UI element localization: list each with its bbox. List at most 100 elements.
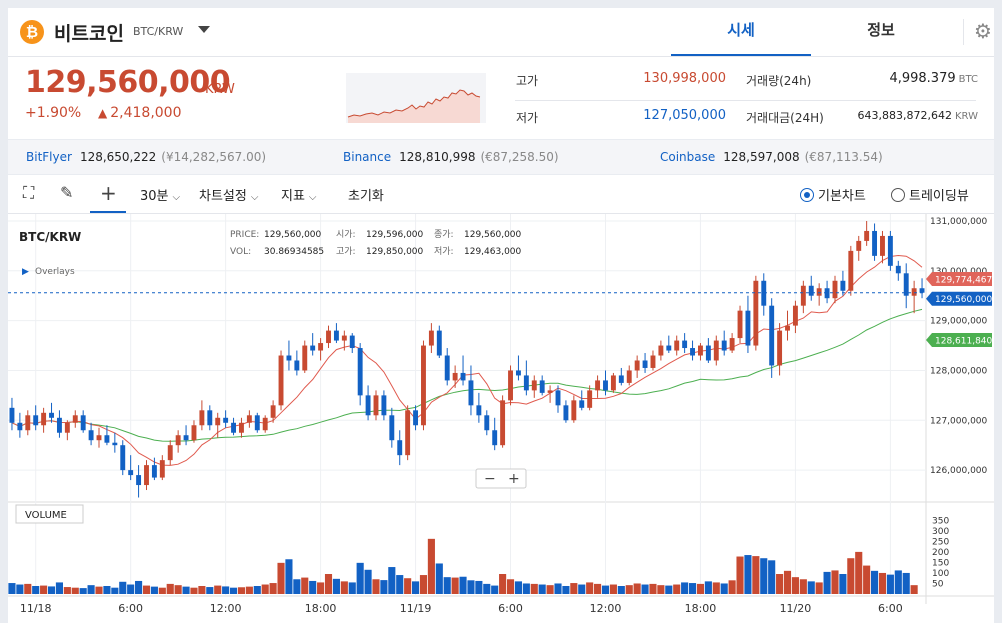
candle[interactable] xyxy=(698,345,703,356)
candle[interactable] xyxy=(579,400,585,408)
candle[interactable] xyxy=(56,417,62,433)
candle[interactable] xyxy=(911,288,917,296)
candle[interactable] xyxy=(349,335,355,349)
exchange-coinbase[interactable]: Coinbase 128,597,008 (€87,113.54) xyxy=(660,150,883,164)
candle[interactable] xyxy=(721,340,727,351)
candle[interactable] xyxy=(294,360,300,371)
candle[interactable] xyxy=(753,280,759,346)
candle[interactable] xyxy=(682,340,688,349)
candle[interactable] xyxy=(80,415,86,431)
candle[interactable] xyxy=(840,280,846,291)
candle[interactable] xyxy=(824,288,830,299)
candle[interactable] xyxy=(460,372,466,381)
candle[interactable] xyxy=(215,417,221,426)
candle[interactable] xyxy=(800,285,806,306)
chart-settings-menu[interactable]: 차트설정 xyxy=(199,185,258,204)
overlays-toggle-icon[interactable]: ▶ xyxy=(22,267,29,277)
gear-icon[interactable]: ⚙ xyxy=(963,19,992,45)
candle[interactable] xyxy=(737,310,743,339)
candle[interactable] xyxy=(887,235,893,266)
candle[interactable] xyxy=(919,288,925,293)
candle[interactable] xyxy=(389,415,395,441)
candle[interactable] xyxy=(373,395,379,416)
candle[interactable] xyxy=(41,412,47,426)
candle[interactable] xyxy=(587,390,593,408)
candle[interactable] xyxy=(729,338,735,351)
candle[interactable] xyxy=(713,340,719,361)
zoom-in-button[interactable]: + xyxy=(508,471,520,487)
candle[interactable] xyxy=(626,370,632,383)
coin-name[interactable]: 비트코인 xyxy=(54,23,124,45)
candle[interactable] xyxy=(151,465,157,478)
candle[interactable] xyxy=(650,355,656,368)
tab-price[interactable]: 시세 xyxy=(671,8,811,56)
candle[interactable] xyxy=(428,330,434,346)
candle[interactable] xyxy=(500,400,506,446)
candle[interactable] xyxy=(357,348,363,396)
candle[interactable] xyxy=(183,435,189,441)
candle[interactable] xyxy=(895,265,901,274)
candle[interactable] xyxy=(159,460,165,478)
candle[interactable] xyxy=(341,335,347,341)
candle[interactable] xyxy=(864,230,870,241)
candle[interactable] xyxy=(270,405,276,418)
candle[interactable] xyxy=(405,410,411,456)
candle[interactable] xyxy=(848,250,854,291)
pen-icon[interactable]: ✎ xyxy=(60,183,74,202)
candle[interactable] xyxy=(199,410,205,426)
candle[interactable] xyxy=(167,445,173,461)
candle[interactable] xyxy=(531,380,537,391)
candle[interactable] xyxy=(856,240,862,251)
candle[interactable] xyxy=(785,325,790,331)
candle[interactable] xyxy=(610,375,616,391)
crosshair-tool[interactable]: + xyxy=(90,175,126,213)
candle[interactable] xyxy=(903,273,909,296)
candle[interactable] xyxy=(690,348,695,356)
candle[interactable] xyxy=(254,415,260,431)
candle[interactable] xyxy=(144,465,149,486)
candle[interactable] xyxy=(492,430,498,446)
candle[interactable] xyxy=(64,422,70,433)
candle[interactable] xyxy=(539,380,545,393)
candle[interactable] xyxy=(207,410,213,426)
candle[interactable] xyxy=(223,417,229,423)
tradingview-radio[interactable]: 트레이딩뷰 xyxy=(891,185,969,204)
candle[interactable] xyxy=(547,390,553,393)
candle[interactable] xyxy=(777,330,783,366)
candle[interactable] xyxy=(555,390,561,406)
interval-select[interactable]: 30분 xyxy=(140,185,180,204)
candle[interactable] xyxy=(381,395,387,416)
candle[interactable] xyxy=(816,288,822,296)
candle[interactable] xyxy=(278,355,284,406)
candle[interactable] xyxy=(310,345,316,351)
candle[interactable] xyxy=(872,230,878,256)
candle[interactable] xyxy=(326,330,331,344)
candle[interactable] xyxy=(618,375,624,383)
candle[interactable] xyxy=(674,340,680,351)
candle[interactable] xyxy=(262,417,268,431)
candle[interactable] xyxy=(25,415,31,431)
candle[interactable] xyxy=(175,435,181,446)
candle[interactable] xyxy=(246,415,252,423)
candle[interactable] xyxy=(745,310,751,346)
candle[interactable] xyxy=(436,330,442,356)
chart-panel[interactable]: 126,000,000 127,000,000 128,000,000 129,000… xyxy=(8,214,994,623)
zoom-out-button[interactable]: − xyxy=(484,471,496,487)
candle[interactable] xyxy=(634,360,640,371)
candle[interactable] xyxy=(705,345,711,361)
candle[interactable] xyxy=(792,305,798,326)
candle[interactable] xyxy=(72,415,78,423)
candle[interactable] xyxy=(191,425,197,441)
fullscreen-icon[interactable]: ⛶ xyxy=(23,183,35,202)
candle[interactable] xyxy=(484,415,490,431)
candle[interactable] xyxy=(286,355,292,361)
candle[interactable] xyxy=(595,380,601,391)
candle[interactable] xyxy=(515,370,521,376)
basic-chart-radio[interactable]: 기본차트 xyxy=(800,185,866,204)
overlays-label[interactable]: Overlays xyxy=(35,267,75,277)
chevron-down-icon[interactable] xyxy=(198,26,210,33)
indicators-menu[interactable]: 지표 xyxy=(281,185,317,204)
candle[interactable] xyxy=(104,435,110,443)
candle[interactable] xyxy=(769,305,775,366)
candle[interactable] xyxy=(112,442,118,446)
